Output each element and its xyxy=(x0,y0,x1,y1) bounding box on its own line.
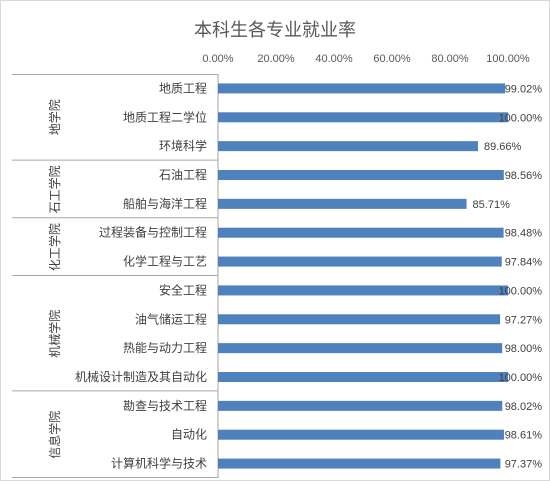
employment-rate-bar xyxy=(218,227,504,238)
category-label: 安全工程 xyxy=(159,282,207,297)
employment-rate-bar xyxy=(218,314,501,325)
employment-rate-bar xyxy=(218,83,506,94)
category-label: 地质工程 xyxy=(159,80,207,95)
data-labels: 99.02% 100.00% 89.66% 98.56% 85.71% 98.48% 97.… xyxy=(473,83,543,470)
employment-rate-bar xyxy=(218,170,504,180)
data-label: 98.61% xyxy=(505,430,543,442)
tick-label: 20.00% xyxy=(257,53,295,65)
group-label: 石工学院 xyxy=(47,165,62,213)
tick-label: 80.00% xyxy=(431,53,469,65)
category-label: 计算机科学与技术 xyxy=(111,456,207,471)
employment-rate-bar xyxy=(218,343,503,354)
data-label: 98.48% xyxy=(505,228,543,240)
data-label: 97.37% xyxy=(505,459,543,471)
data-label: 99.02% xyxy=(505,83,543,95)
tick-label: 60.00% xyxy=(373,53,411,65)
category-label: 石油工程 xyxy=(159,167,207,182)
tick-label: 100.00% xyxy=(486,53,530,65)
employment-rate-bar xyxy=(218,141,479,152)
category-label: 油气储运工程 xyxy=(135,311,207,326)
data-label: 100.00% xyxy=(499,112,543,124)
data-label: 97.84% xyxy=(505,257,543,269)
employment-rate-bar xyxy=(218,372,508,382)
data-label: 100.00% xyxy=(499,285,543,297)
category-label: 化学工程与工艺 xyxy=(123,254,207,269)
category-label: 机械设计制造及其自动化 xyxy=(75,369,207,384)
data-label: 98.56% xyxy=(505,170,543,182)
category-label: 自动化 xyxy=(171,428,207,442)
group-label: 信息学院 xyxy=(47,411,62,459)
tick-label: 0.00% xyxy=(202,53,233,65)
employment-rate-bar xyxy=(218,285,508,296)
bar-series xyxy=(218,83,508,469)
data-label: 85.71% xyxy=(473,199,511,211)
data-label: 89.66% xyxy=(484,141,522,153)
value-axis: 0.00% 20.00% 40.00% 60.00% 80.00% 100.00% xyxy=(202,53,530,65)
tick-label: 40.00% xyxy=(315,53,353,65)
group-label: 化工学院 xyxy=(47,223,62,271)
employment-rate-bar xyxy=(218,256,502,267)
category-label: 勘查与技术工程 xyxy=(123,398,207,413)
employment-rate-bar xyxy=(218,400,503,411)
chart-title: 本科生各专业就业率 xyxy=(194,20,356,40)
data-label: 97.27% xyxy=(505,314,543,326)
data-label: 98.02% xyxy=(505,401,543,413)
category-label: 过程装备与控制工程 xyxy=(99,225,207,240)
group-label: 地学院 xyxy=(47,99,62,135)
category-label: 热能与动力工程 xyxy=(123,340,207,355)
category-label: 船舶与海洋工程 xyxy=(123,196,207,211)
group-label: 机械学院 xyxy=(47,310,62,358)
employment-rate-bar xyxy=(218,112,508,123)
data-label: 100.00% xyxy=(499,372,543,384)
employment-rate-bar xyxy=(218,198,467,209)
employment-rate-bar xyxy=(218,458,501,469)
category-label: 地质工程二学位 xyxy=(123,109,207,124)
category-label: 环境科学 xyxy=(159,138,207,153)
data-label: 98.00% xyxy=(505,343,543,355)
employment-rate-bar xyxy=(218,429,504,440)
